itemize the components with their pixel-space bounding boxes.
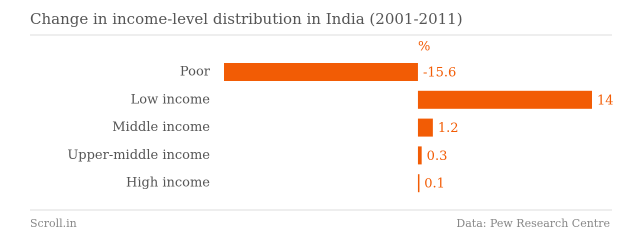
chart-title: Change in income-level distribution in I… (30, 10, 463, 28)
bar (417, 118, 433, 137)
unit-label: % (418, 40, 430, 55)
category-label: Middle income (112, 120, 210, 135)
bar (417, 146, 422, 165)
value-label: 14 (597, 93, 614, 108)
source: Data: Pew Research Centre (456, 217, 610, 230)
value-label: 0.1 (424, 177, 445, 192)
category-label: High income (126, 176, 210, 191)
category-label: Upper-middle income (67, 148, 210, 163)
bar (417, 174, 420, 193)
value-label: 0.3 (427, 149, 448, 164)
category-label: Poor (180, 65, 211, 80)
value-label: -15.6 (423, 66, 456, 81)
bar (224, 63, 418, 81)
credit: Scroll.in (30, 217, 77, 230)
bar (417, 90, 592, 109)
chart: Change in income-level distribution in I… (30, 10, 614, 230)
category-label: Low income (131, 92, 211, 107)
value-label: 1.2 (438, 121, 459, 136)
